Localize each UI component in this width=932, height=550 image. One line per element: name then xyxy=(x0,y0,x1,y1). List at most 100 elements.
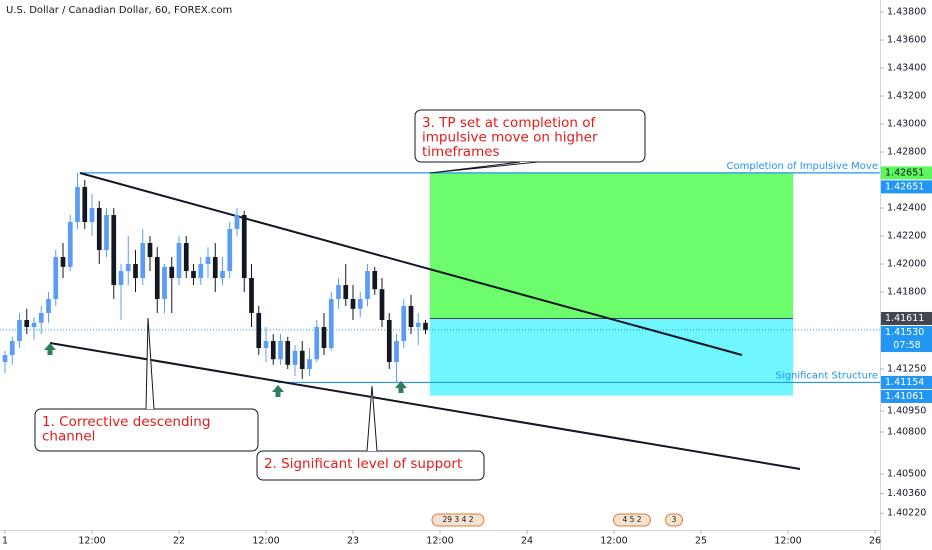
x-tick-label: 12:00 xyxy=(426,536,453,547)
candle-body xyxy=(241,215,247,279)
candle-body xyxy=(154,257,160,300)
candle-body xyxy=(314,327,320,360)
event-label: 29 3 4 2 xyxy=(442,515,473,524)
candle-body xyxy=(133,264,138,279)
candle-body xyxy=(357,299,363,309)
candle-body xyxy=(205,257,211,265)
y-tick-label: 1.42000 xyxy=(887,259,926,270)
x-tick-label: 24 xyxy=(521,536,533,547)
x-tick-label: 12:00 xyxy=(252,536,279,547)
candle-body xyxy=(379,289,385,321)
candle-body xyxy=(60,257,66,267)
x-tick-label: 12:00 xyxy=(78,536,105,547)
candle-body xyxy=(118,271,124,286)
profit-zone xyxy=(429,172,794,319)
candle-body xyxy=(234,215,240,230)
y-tick-label: 1.40220 xyxy=(887,508,926,519)
y-tick-label: 1.40800 xyxy=(887,427,926,438)
candle-body xyxy=(227,229,233,272)
candle-body xyxy=(386,320,392,363)
candle-body xyxy=(111,215,117,286)
callout-text: channel xyxy=(42,429,95,445)
callout-text: 3. TP set at completion of xyxy=(422,115,596,131)
up-arrow xyxy=(272,385,284,397)
candle-body xyxy=(31,322,37,328)
callout-pointer xyxy=(145,317,155,410)
candle-body xyxy=(249,278,254,314)
candle-body xyxy=(125,264,131,272)
candle-body xyxy=(321,327,327,349)
y-tick-label: 1.41800 xyxy=(887,287,926,298)
candle-body xyxy=(372,271,378,290)
y-tick-label: 1.43600 xyxy=(887,35,926,46)
candle-body xyxy=(336,285,341,300)
candle-body xyxy=(401,306,407,342)
candle-body xyxy=(191,271,196,279)
candle-body xyxy=(89,208,95,223)
y-tick-label: 1.43200 xyxy=(887,91,926,102)
chart-title: U.S. Dollar / Canadian Dollar, 60, FOREX… xyxy=(6,5,232,16)
candle-body xyxy=(343,285,349,300)
x-tick-label: 1 xyxy=(2,536,8,547)
price-tag xyxy=(881,325,932,339)
candle-body xyxy=(176,243,182,279)
candle-body xyxy=(162,266,167,300)
countdown-tag xyxy=(881,338,932,352)
candle-body xyxy=(365,271,370,300)
x-tick-label: 25 xyxy=(695,536,707,547)
event-label: 4 5 2 xyxy=(622,515,641,524)
candle-body xyxy=(423,322,428,330)
countdown-label: 07:58 xyxy=(893,340,920,351)
price-tag xyxy=(881,389,932,403)
up-arrow xyxy=(44,343,56,355)
price-tag xyxy=(881,180,932,194)
candle-body xyxy=(147,243,153,258)
candle-body xyxy=(104,215,109,251)
candle-body xyxy=(38,313,44,323)
candle-body xyxy=(169,266,175,279)
callout-text: 2. Significant level of support xyxy=(264,456,462,472)
plot-area: Completion of Impulsive Move Significant … xyxy=(0,109,880,481)
event-badge xyxy=(665,513,683,527)
y-tick-label: 1.43000 xyxy=(887,119,926,130)
up-arrow xyxy=(395,381,407,393)
candle-body xyxy=(220,271,225,279)
candle-body xyxy=(307,359,312,370)
event-badge xyxy=(613,513,651,527)
candle-body xyxy=(46,299,51,314)
event-label: 3 xyxy=(672,515,677,524)
price-tag-label: 1.41530 xyxy=(885,327,924,338)
candle-body xyxy=(256,313,262,349)
candle-body xyxy=(2,355,8,363)
callout-text: timeframes xyxy=(422,144,500,160)
candle-body xyxy=(183,243,189,272)
candle-body xyxy=(75,187,80,223)
callout-text: impulsive move on higher xyxy=(422,130,598,146)
y-tick-label: 1.43400 xyxy=(887,63,926,74)
y-tick-label: 1.40360 xyxy=(887,488,926,499)
y-tick-label: 1.42800 xyxy=(887,147,926,158)
y-tick-label: 1.43800 xyxy=(887,7,926,18)
callout-pointer xyxy=(429,161,539,174)
candle-body xyxy=(198,264,204,279)
x-tick-label: 12:00 xyxy=(774,536,801,547)
price-tag-label: 1.42651 xyxy=(885,167,924,178)
candle-body xyxy=(53,257,59,300)
x-tick-label: 12:00 xyxy=(600,536,627,547)
candle-body xyxy=(299,350,305,370)
candle-body xyxy=(263,341,269,349)
price-tag-label: 1.41154 xyxy=(885,377,924,388)
callout-text: 1. Corrective descending xyxy=(42,414,210,430)
channel-upper xyxy=(79,172,743,356)
x-tick-label: 26 xyxy=(869,536,881,547)
candle-body xyxy=(140,243,146,279)
price-tag xyxy=(881,375,932,389)
candle-body xyxy=(285,341,291,365)
y-tick-label: 1.41250 xyxy=(887,364,926,375)
price-tag xyxy=(881,166,932,180)
y-tick-label: 1.40500 xyxy=(887,469,926,480)
candle-body xyxy=(408,306,414,328)
candle-body xyxy=(350,299,356,309)
price-tag xyxy=(881,311,932,325)
candle-body xyxy=(82,187,88,223)
